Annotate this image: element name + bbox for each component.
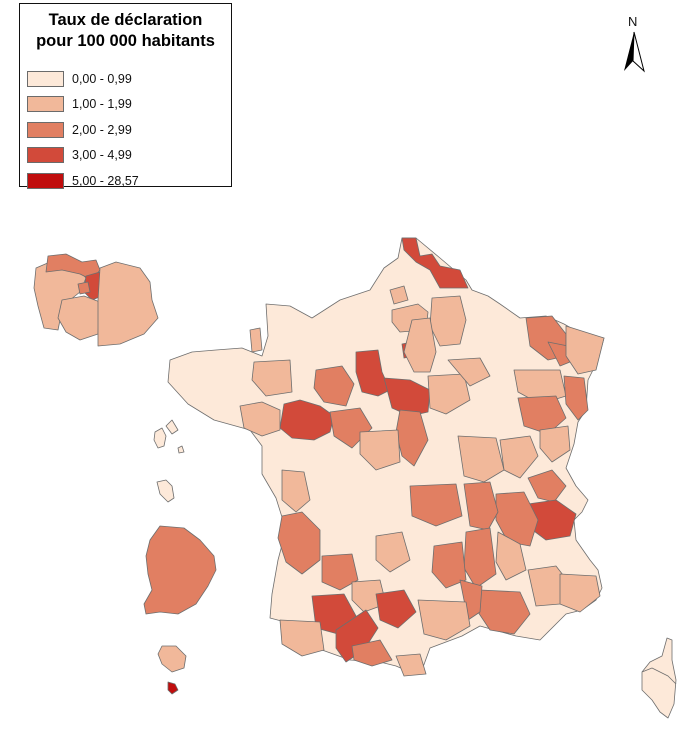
inset-guadeloupe (153, 419, 185, 454)
legend-item: 2,00 - 2,99 (27, 117, 139, 143)
legend-swatch (27, 121, 64, 138)
north-arrow: N (618, 14, 648, 74)
inset-martinique (156, 479, 175, 503)
legend-label: 0,00 - 0,99 (72, 71, 132, 86)
legend-item: 0,00 - 0,99 (27, 66, 139, 92)
legend-swatch (27, 70, 64, 87)
legend-label: 5,00 - 28,57 (72, 173, 139, 188)
inset-ile-de-france (33, 253, 159, 347)
north-label: N (628, 14, 638, 29)
legend-label: 3,00 - 4,99 (72, 148, 132, 163)
legend: Taux de déclaration pour 100 000 habitan… (19, 3, 232, 189)
legend-swatch (27, 172, 64, 189)
legend-item: 3,00 - 4,99 (27, 143, 139, 169)
legend-title: Taux de déclaration pour 100 000 habitan… (20, 10, 231, 52)
legend-items: 0,00 - 0,99 1,00 - 1,99 2,00 - 2,99 3,00… (27, 66, 139, 194)
legend-item: 5,00 - 28,57 (27, 168, 139, 194)
inset-corse (641, 637, 677, 719)
legend-title-line1: Taux de déclaration (48, 11, 203, 29)
inset-reunion (157, 645, 187, 673)
legend-title-line2: pour 100 000 habitants (36, 32, 215, 50)
legend-label: 1,00 - 1,99 (72, 97, 132, 112)
legend-swatch (27, 96, 64, 113)
inset-guyane (143, 525, 217, 615)
inset-mayotte (167, 681, 179, 695)
metropolitan-france (167, 237, 605, 677)
legend-swatch (27, 147, 64, 164)
legend-label: 2,00 - 2,99 (72, 122, 132, 137)
legend-item: 1,00 - 1,99 (27, 92, 139, 118)
north-arrow-icon (624, 31, 645, 73)
